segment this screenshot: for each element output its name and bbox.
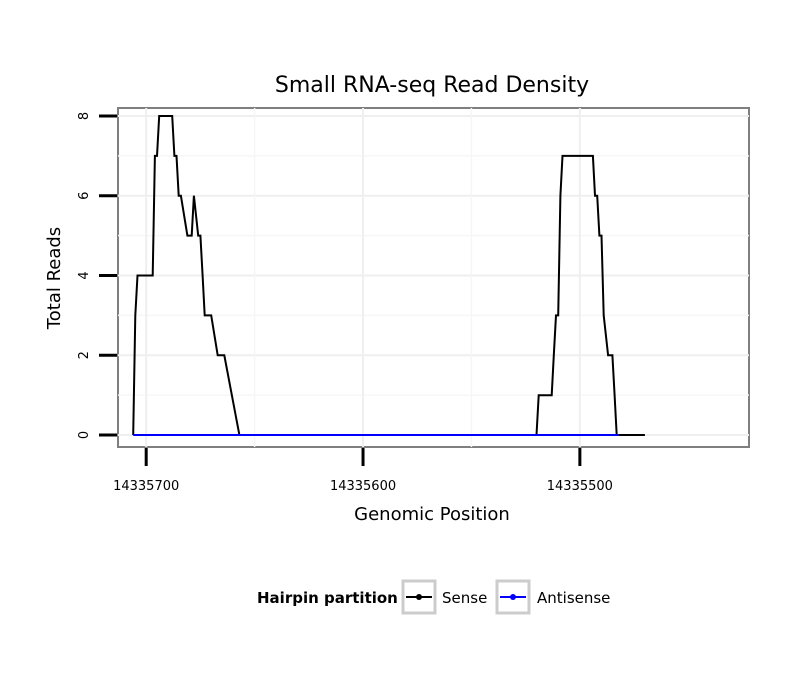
legend-point-antisense [510,594,516,600]
x-axis-label: Genomic Position [354,504,510,525]
legend-title: Hairpin partition [257,589,398,607]
legend: Hairpin partition Sense Antisense [257,579,610,615]
x-tick-label-1: 14335600 [330,479,396,494]
plot-panel [117,107,750,448]
y-tick-label-2: 4 [77,271,92,279]
y-tick-label-0: 0 [77,431,92,439]
y-axis: 0 2 4 6 8 [77,112,117,439]
series-layer [132,115,645,436]
legend-label-antisense: Antisense [537,589,610,607]
x-tick-label-0: 14335700 [113,479,179,494]
x-axis: 14335700 14335600 14335500 [113,448,613,494]
y-tick-label-1: 2 [77,351,92,359]
y-axis-label: Total Reads [44,227,65,330]
y-tick-label-4: 8 [77,112,92,120]
y-tick-label-3: 6 [77,192,92,200]
x-tick-label-2: 14335500 [547,479,613,494]
series-line-sense [132,115,645,436]
chart-title: Small RNA-seq Read Density [275,73,589,98]
legend-label-sense: Sense [442,589,487,607]
legend-point-sense [416,594,422,600]
